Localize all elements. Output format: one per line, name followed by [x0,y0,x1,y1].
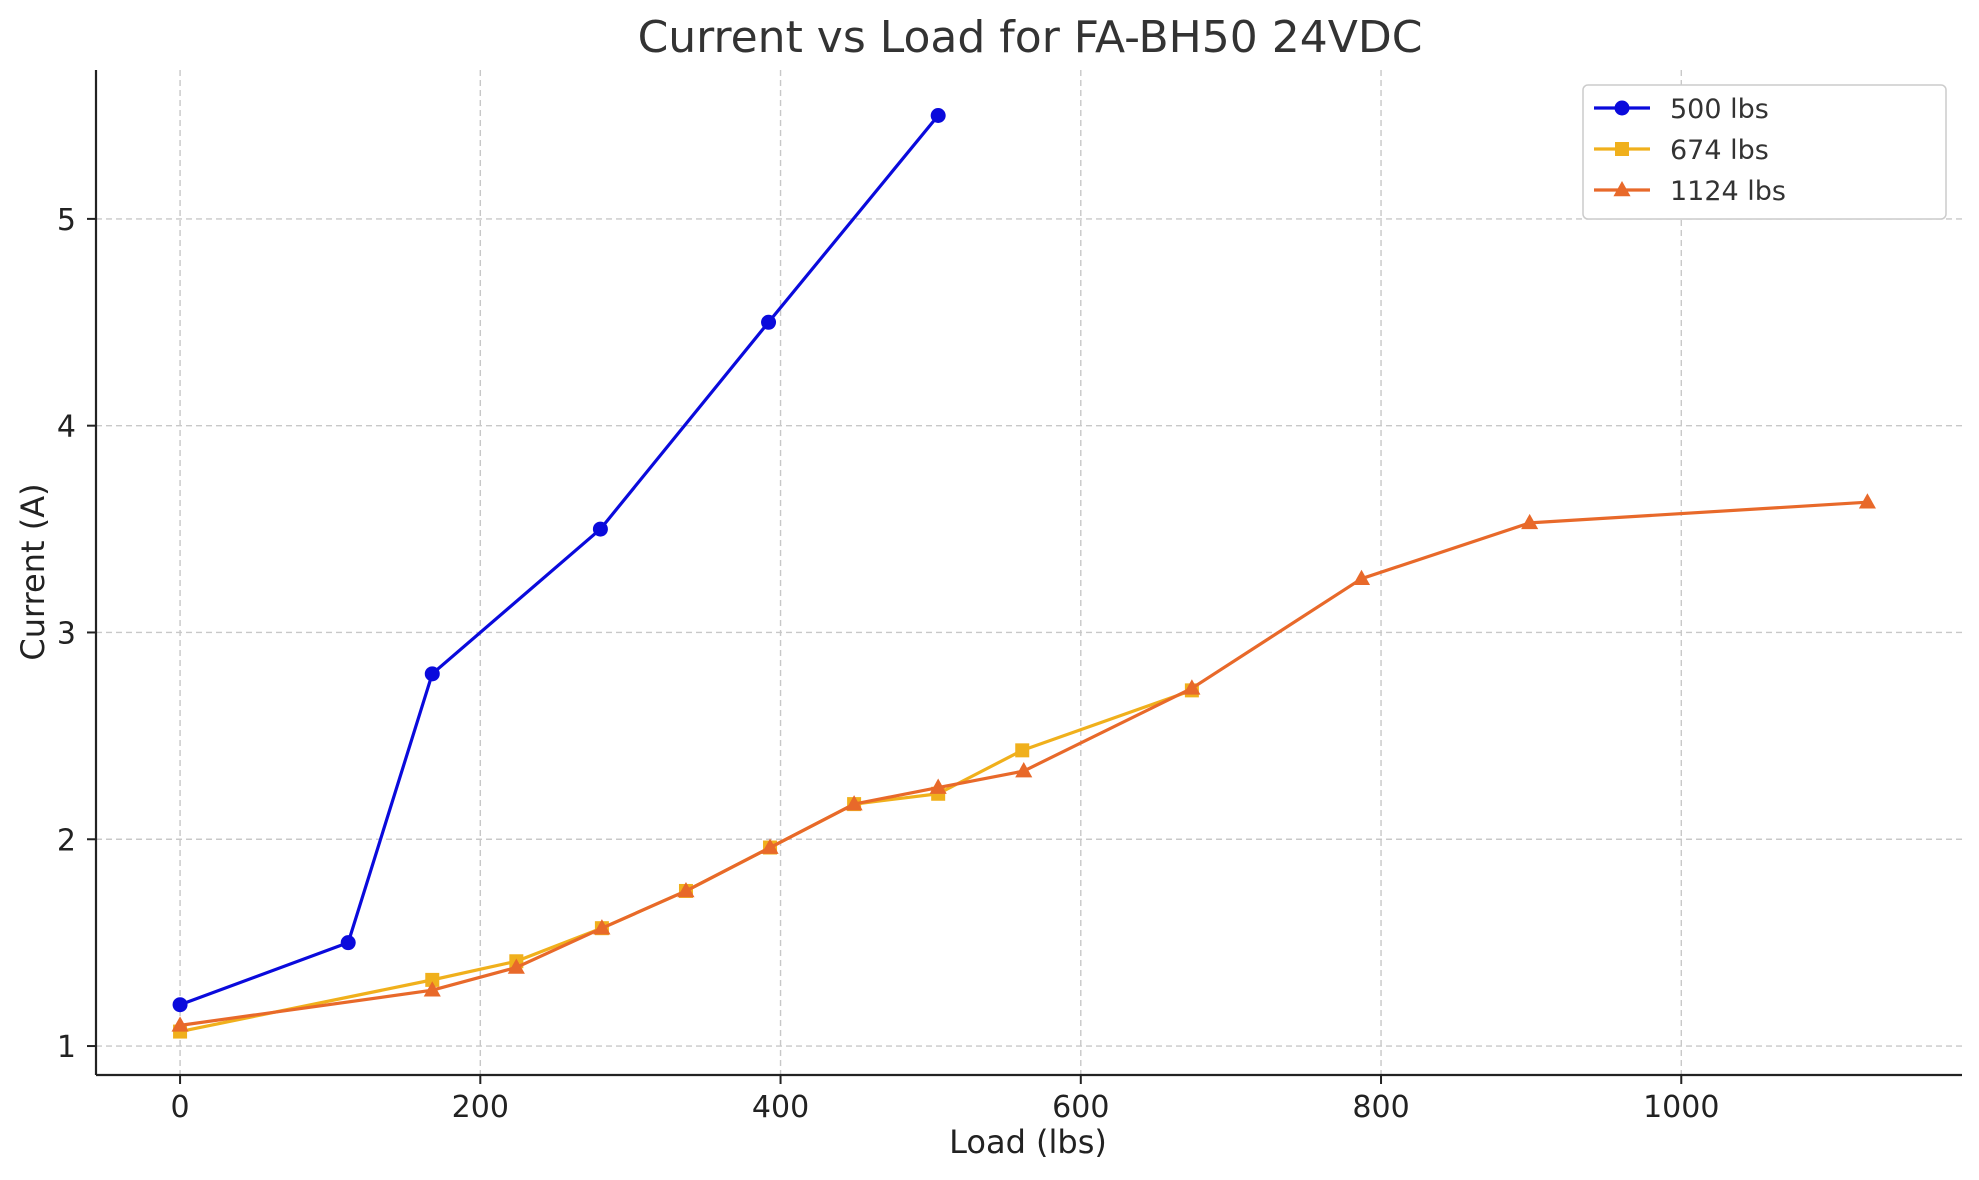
series-1124-lbs [171,493,1876,1032]
y-axis-label: Current (A) [14,483,52,660]
data-point-500-lbs [172,997,188,1013]
data-point-674-lbs [1015,743,1030,758]
data-point-1124-lbs [1183,679,1201,695]
x-axis-ticks: 0 200 400 600 800 1000 [171,1075,1719,1125]
y-tick-label: 1 [57,1030,76,1065]
axes [94,70,1962,1077]
legend: 500 lbs 674 lbs 1124 lbs [1582,84,1947,220]
data-point-500-lbs [761,314,777,330]
x-tick-label: 200 [452,1090,509,1125]
data-point-500-lbs [592,521,608,537]
y-tick-label: 2 [57,823,76,858]
y-tick-label: 5 [57,203,76,238]
data-point-1124-lbs [677,881,695,898]
data-point-1124-lbs [929,778,947,794]
series-line-500-lbs [179,114,940,1007]
grid-lines [96,70,1962,1075]
series-line-674-lbs [179,688,1193,1034]
series-layer [171,107,1876,1039]
legend-marker [1615,142,1629,156]
y-axis-ticks: 1 2 3 4 5 [57,203,96,1065]
series-674-lbs [173,683,1199,1039]
data-point-1124-lbs [171,1016,189,1032]
x-tick-label: 400 [752,1090,809,1125]
data-point-1124-lbs [507,958,525,974]
data-point-674-lbs [425,972,440,987]
data-point-500-lbs [424,666,440,682]
legend-item-1124-lbs: 1124 lbs [1594,176,1786,207]
x-tick-label: 1000 [1643,1090,1719,1125]
data-point-1124-lbs [1858,493,1876,509]
data-point-1124-lbs [761,838,779,854]
x-tick-label: 800 [1352,1090,1409,1125]
data-point-1124-lbs [845,795,863,811]
y-tick-label: 3 [57,616,76,651]
x-axis-label: Load (lbs) [949,1123,1107,1161]
legend-marker [1614,100,1630,116]
chart-title: Current vs Load for FA-BH50 24VDC [638,12,1423,63]
legend-label: 500 lbs [1670,94,1769,125]
series-500-lbs [172,107,946,1013]
legend-box [1582,84,1947,220]
legend-label: 1124 lbs [1670,176,1786,207]
data-point-1124-lbs [423,981,441,997]
data-point-1124-lbs [1521,513,1539,530]
x-tick-label: 0 [171,1090,190,1125]
data-point-1124-lbs [593,919,611,935]
x-tick-label: 600 [1052,1090,1109,1125]
y-tick-label: 4 [57,410,76,445]
data-point-1124-lbs [1015,762,1033,778]
legend-marker [1613,181,1631,197]
legend-item-500-lbs: 500 lbs [1594,94,1769,125]
legend-item-674-lbs: 674 lbs [1594,135,1769,166]
legend-label: 674 lbs [1670,135,1769,166]
data-point-500-lbs [930,107,946,123]
data-point-1124-lbs [1352,569,1371,586]
data-point-500-lbs [340,935,356,951]
